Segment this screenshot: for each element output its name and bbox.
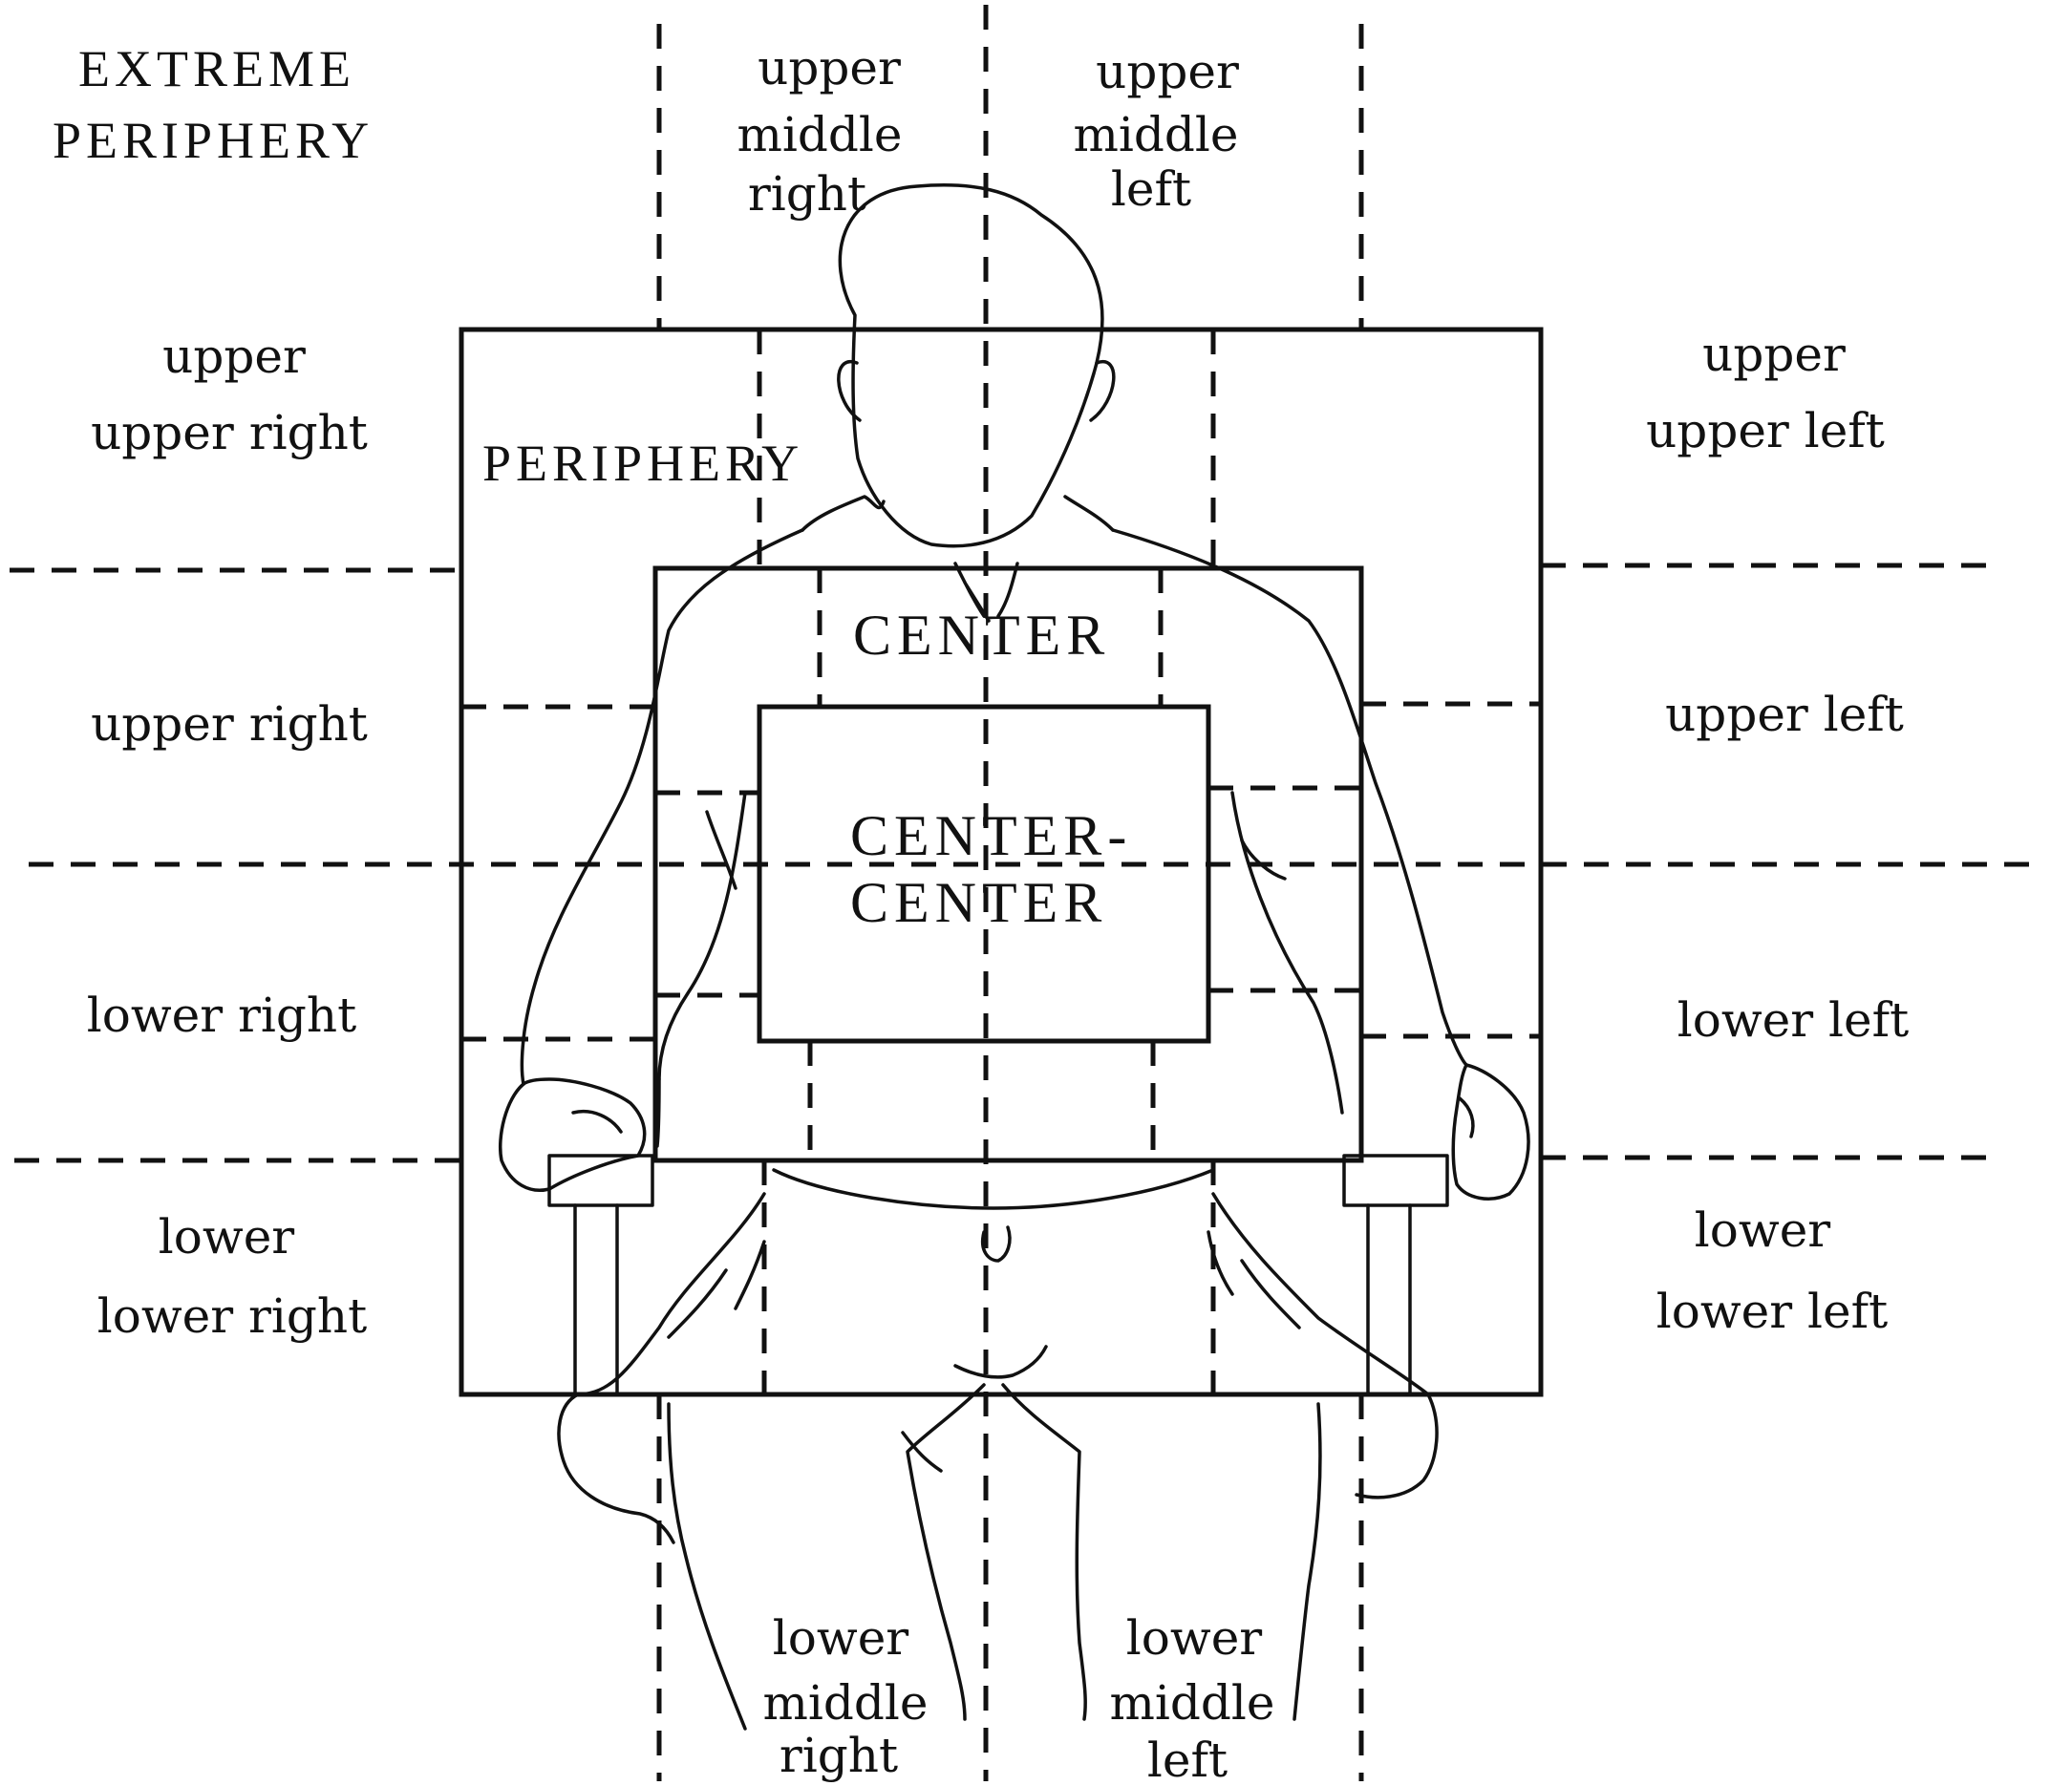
- left-chair-post: [573, 1203, 619, 1396]
- upper-middle-right-line1: upper: [758, 40, 901, 96]
- region-labels: EXTREME PERIPHERY PERIPHERY CENTER CENTE…: [53, 40, 1132, 934]
- left-fist: [498, 1077, 647, 1192]
- lower-lower-left-line1: lower: [1695, 1202, 1830, 1258]
- right-ear: [1089, 359, 1116, 422]
- center-center-box: [757, 704, 1211, 1044]
- left-torso-line: [657, 791, 747, 1081]
- lower-middle-right-line1: lower: [773, 1610, 908, 1666]
- extreme-periphery-label-2: PERIPHERY: [53, 112, 374, 169]
- left-leg-inner: [906, 1383, 986, 1721]
- right-thigh: [1211, 1192, 1439, 1499]
- fold-left-3: [705, 810, 737, 890]
- upper-right-label: upper right: [91, 696, 368, 752]
- lower-lower-left-line2: lower left: [1656, 1284, 1888, 1339]
- left-leg-outer: [667, 1402, 747, 1731]
- periphery-label: PERIPHERY: [482, 435, 803, 492]
- zone-dividers: [10, 5, 2040, 1781]
- crotch: [953, 1345, 1048, 1379]
- fold-right-2: [1207, 1230, 1234, 1296]
- extreme-periphery-label-1: EXTREME: [78, 40, 355, 97]
- upper-middle-left-line3: left: [1111, 161, 1191, 217]
- fold-center: [901, 1431, 943, 1473]
- lower-middle-right-line3: right: [780, 1728, 898, 1783]
- neck-left: [801, 495, 886, 532]
- waist: [772, 1168, 1215, 1210]
- lower-middle-left-line2: middle: [1110, 1675, 1275, 1731]
- upper-middle-left-line2: middle: [1074, 107, 1239, 162]
- right-leg-outer: [1292, 1402, 1322, 1721]
- left-thigh: [557, 1192, 766, 1544]
- upper-upper-left-line2: upper left: [1646, 403, 1885, 458]
- upper-middle-right-line2: middle: [737, 107, 903, 162]
- upper-middle-right-line3: right: [748, 166, 866, 222]
- right-torso-line: [1230, 791, 1344, 1115]
- fold-right-1: [1240, 1259, 1301, 1329]
- belt-buckle: [981, 1225, 1012, 1263]
- right-leg-inner: [1001, 1383, 1087, 1721]
- right-shoulder-arm: [1111, 528, 1468, 1067]
- lower-left-label: lower left: [1677, 992, 1909, 1048]
- lower-middle-right-line2: middle: [763, 1675, 929, 1731]
- lower-lower-right-line1: lower: [159, 1209, 294, 1265]
- center-label: CENTER: [853, 604, 1110, 667]
- center-center-label-1: CENTER-: [850, 804, 1132, 867]
- lower-middle-left-line1: lower: [1126, 1610, 1262, 1666]
- left-ear: [837, 359, 862, 422]
- left-shoulder-arm: [520, 528, 804, 1086]
- right-fist: [1451, 1063, 1530, 1201]
- right-chair-post: [1366, 1203, 1412, 1396]
- left-fist-knuckle: [571, 1110, 623, 1134]
- fold-left-1: [667, 1268, 728, 1339]
- upper-upper-left-line1: upper: [1702, 327, 1846, 382]
- neck-right: [1063, 495, 1115, 532]
- head-outline: [838, 183, 1104, 548]
- upper-upper-right-line1: upper: [162, 329, 306, 384]
- lower-middle-left-line3: left: [1147, 1733, 1228, 1786]
- seated-person-icon: [498, 183, 1530, 1731]
- upper-left-label: upper left: [1665, 687, 1904, 742]
- center-box: [652, 565, 1364, 1163]
- zone-labels: upper middle right upper middle left upp…: [87, 40, 1909, 1786]
- right-fist-knuckle: [1458, 1096, 1475, 1138]
- center-center-label-2: CENTER: [850, 871, 1107, 934]
- lower-right-label: lower right: [87, 988, 356, 1043]
- right-armrest: [1342, 1154, 1449, 1207]
- lower-lower-right-line2: lower right: [97, 1288, 367, 1344]
- upper-upper-right-line2: upper right: [91, 405, 368, 460]
- upper-middle-left-line1: upper: [1096, 44, 1239, 99]
- fold-left-2: [734, 1240, 766, 1310]
- left-armrest: [547, 1154, 654, 1207]
